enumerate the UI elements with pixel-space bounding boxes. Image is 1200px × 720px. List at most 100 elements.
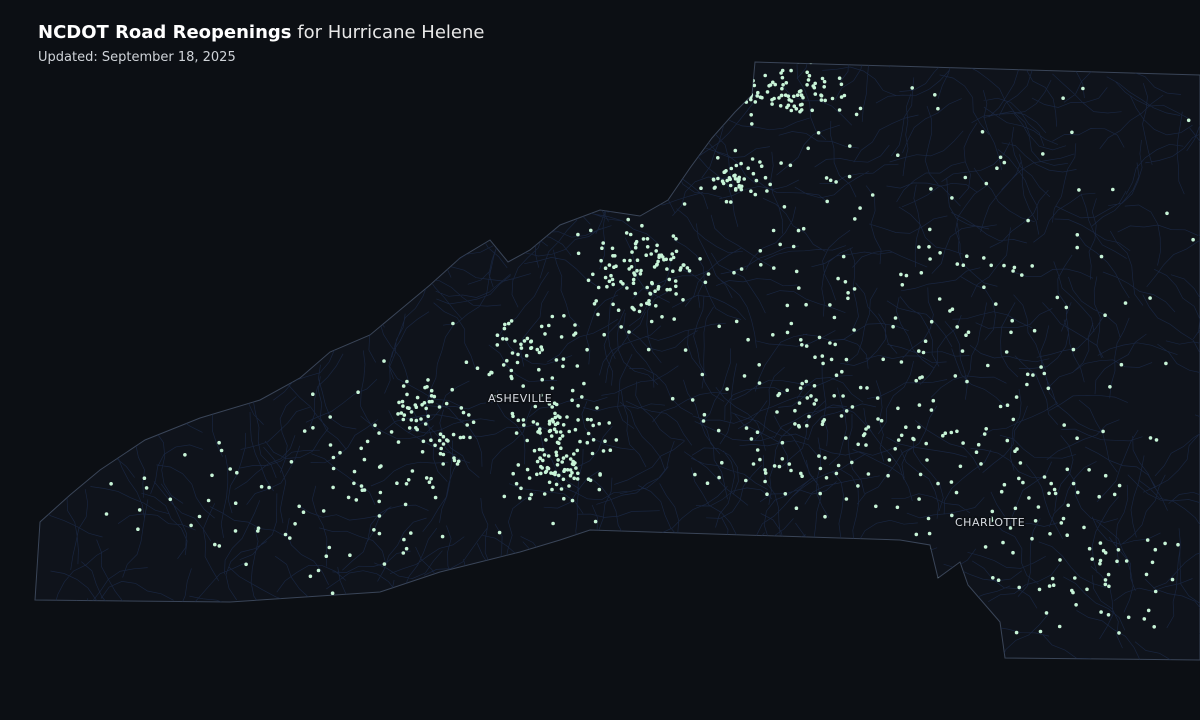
reopening-point[interactable]	[744, 57, 748, 61]
reopening-point[interactable]	[844, 436, 848, 440]
reopening-point[interactable]	[893, 316, 898, 320]
reopening-point[interactable]	[511, 471, 515, 476]
reopening-point[interactable]	[830, 96, 835, 101]
reopening-point[interactable]	[401, 384, 406, 388]
reopening-point[interactable]	[553, 411, 557, 416]
reopening-point[interactable]	[402, 413, 407, 417]
reopening-point[interactable]	[522, 423, 526, 427]
reopening-point[interactable]	[622, 258, 627, 263]
reopening-point[interactable]	[501, 363, 506, 367]
reopening-point[interactable]	[561, 364, 565, 369]
reopening-point[interactable]	[989, 518, 994, 523]
reopening-point[interactable]	[896, 406, 900, 411]
reopening-point[interactable]	[255, 529, 260, 533]
reopening-point[interactable]	[586, 278, 591, 283]
reopening-point[interactable]	[475, 366, 480, 371]
reopening-point[interactable]	[602, 332, 606, 337]
reopening-point[interactable]	[573, 427, 578, 432]
reopening-point[interactable]	[681, 263, 686, 267]
reopening-point[interactable]	[217, 440, 221, 445]
reopening-point[interactable]	[750, 157, 755, 161]
reopening-point[interactable]	[1071, 590, 1075, 595]
reopening-point[interactable]	[784, 559, 789, 563]
reopening-point[interactable]	[852, 287, 857, 291]
reopening-point[interactable]	[591, 272, 595, 277]
reopening-point[interactable]	[1164, 361, 1168, 366]
reopening-point[interactable]	[1011, 269, 1015, 273]
reopening-point[interactable]	[589, 418, 593, 422]
reopening-point[interactable]	[841, 254, 846, 259]
reopening-point[interactable]	[1009, 330, 1013, 335]
reopening-point[interactable]	[433, 443, 437, 448]
reopening-point[interactable]	[824, 476, 829, 480]
reopening-point[interactable]	[382, 562, 387, 566]
reopening-point[interactable]	[896, 438, 901, 442]
reopening-point[interactable]	[824, 176, 829, 180]
reopening-point[interactable]	[742, 177, 746, 181]
reopening-point[interactable]	[256, 526, 261, 530]
reopening-point[interactable]	[356, 390, 360, 395]
reopening-point[interactable]	[1074, 603, 1078, 607]
reopening-point[interactable]	[565, 468, 570, 472]
reopening-point[interactable]	[690, 398, 695, 402]
reopening-point[interactable]	[828, 178, 833, 183]
reopening-point[interactable]	[943, 431, 948, 436]
reopening-point[interactable]	[601, 241, 605, 245]
reopening-point[interactable]	[936, 481, 940, 486]
reopening-point[interactable]	[798, 109, 802, 114]
reopening-point[interactable]	[210, 473, 214, 478]
reopening-point[interactable]	[876, 417, 880, 421]
reopening-point[interactable]	[834, 373, 839, 378]
reopening-point[interactable]	[590, 451, 595, 456]
reopening-point[interactable]	[538, 431, 542, 435]
reopening-point[interactable]	[645, 245, 650, 249]
reopening-point[interactable]	[405, 379, 409, 384]
reopening-point[interactable]	[595, 118, 600, 123]
reopening-point[interactable]	[882, 559, 886, 563]
reopening-point[interactable]	[540, 447, 545, 452]
reopening-point[interactable]	[561, 477, 566, 482]
reopening-point[interactable]	[555, 463, 560, 467]
reopening-point[interactable]	[1108, 385, 1112, 389]
reopening-point[interactable]	[338, 450, 342, 455]
reopening-point[interactable]	[1081, 86, 1085, 91]
reopening-point[interactable]	[636, 210, 640, 214]
reopening-point[interactable]	[733, 188, 738, 192]
reopening-point[interactable]	[771, 333, 775, 337]
reopening-point[interactable]	[506, 321, 511, 326]
reopening-point[interactable]	[554, 453, 559, 458]
reopening-point[interactable]	[244, 562, 248, 567]
reopening-point[interactable]	[801, 226, 806, 231]
reopening-point[interactable]	[821, 361, 825, 366]
reopening-point[interactable]	[610, 246, 615, 251]
reopening-point[interactable]	[567, 429, 571, 434]
reopening-point[interactable]	[592, 302, 597, 306]
reopening-point[interactable]	[144, 486, 149, 490]
reopening-point[interactable]	[928, 227, 932, 232]
reopening-point[interactable]	[1106, 613, 1111, 617]
reopening-point[interactable]	[611, 254, 615, 258]
reopening-point[interactable]	[423, 422, 428, 426]
reopening-point[interactable]	[601, 449, 606, 453]
reopening-point[interactable]	[856, 484, 860, 488]
reopening-point[interactable]	[259, 484, 264, 489]
reopening-point[interactable]	[646, 347, 651, 352]
reopening-point[interactable]	[611, 302, 615, 307]
reopening-point[interactable]	[553, 422, 558, 427]
reopening-point[interactable]	[547, 402, 552, 406]
reopening-point[interactable]	[516, 418, 521, 423]
reopening-point[interactable]	[514, 481, 519, 486]
reopening-point[interactable]	[837, 108, 842, 112]
reopening-point[interactable]	[1075, 436, 1079, 441]
reopening-point[interactable]	[960, 349, 965, 353]
reopening-point[interactable]	[301, 510, 306, 514]
reopening-point[interactable]	[575, 448, 580, 453]
reopening-point[interactable]	[420, 450, 425, 454]
reopening-point[interactable]	[431, 485, 435, 490]
reopening-point[interactable]	[982, 285, 986, 290]
reopening-point[interactable]	[1017, 585, 1021, 590]
reopening-point[interactable]	[556, 458, 560, 462]
reopening-point[interactable]	[570, 398, 574, 403]
reopening-point[interactable]	[1097, 494, 1101, 499]
reopening-point[interactable]	[1170, 577, 1175, 582]
